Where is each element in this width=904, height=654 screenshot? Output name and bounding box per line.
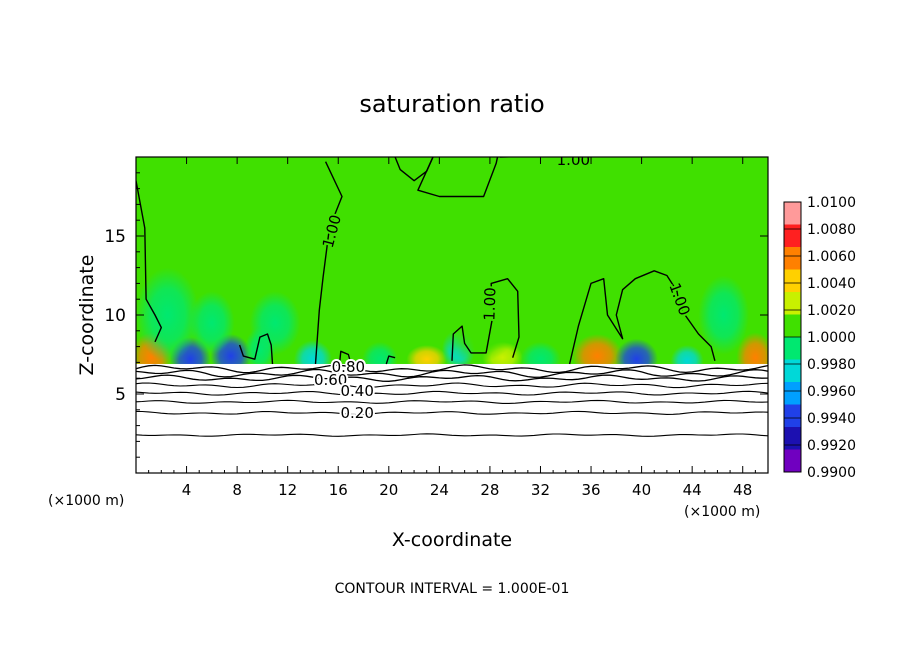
contour-lines-one [136,157,716,365]
x-tick-label: 32 [531,481,550,499]
colorbar-segment [784,449,801,473]
plot-area: 1.001.001.00 1.000.800.600.400.20 [136,151,768,473]
lower-layer-region [136,363,768,473]
colorbar-label: 1.0080 [807,222,856,238]
contour-line [451,278,520,361]
contour-line [338,350,352,365]
y-axis-label: Z-coordinate [76,255,98,376]
colorbar-segment [784,224,801,248]
heatmap-cell [189,291,235,355]
x-tick-label: 16 [329,481,348,499]
colorbar-label: 0.9980 [807,357,856,373]
x-axis: 4 8 12 16 20 24 28 32 36 40 44 48 [148,157,756,499]
colorbar-segment [784,337,801,360]
x-tick-label: 36 [581,481,600,499]
colorbar-label: 0.9920 [807,438,856,454]
colorbar-label: 0.9900 [807,465,856,481]
x-tick-label: 28 [480,481,499,499]
x-tick-label: 8 [232,481,242,499]
x-tick-label: 24 [430,481,449,499]
colorbar: 1.0100 1.0080 1.0060 1.0040 1.0020 1.0000 0.99… [783,195,856,481]
x-axis-units-right: (×1000 m) [684,504,760,520]
contour-line [136,374,768,382]
contour-label: 0.60 [314,371,347,389]
colorbar-label: 1.0100 [807,195,856,211]
chart-title: saturation ratio [359,90,544,118]
colorbar-segment [784,427,801,450]
x-tick-label: 12 [278,481,297,499]
x-tick-label: 44 [683,481,702,499]
colorbar-segment [784,202,801,225]
x-axis-units-left: (×1000 m) [48,493,124,509]
colorbar-segment [784,247,801,270]
contour-line [568,270,716,365]
y-tick-label: 10 [104,306,126,326]
contour-line [136,410,768,416]
colorbar-segment [784,359,801,383]
colorbar-segment [784,269,801,293]
colorbar-label: 1.0000 [807,330,856,346]
contour-line [136,180,162,343]
contour-line [136,364,768,374]
contour-line [136,399,768,404]
contour-label: 0.40 [340,382,373,400]
colorbar-segment [784,404,801,428]
colorbar-segment [784,382,801,405]
x-tick-label: 4 [182,481,192,499]
colorbar-segment [784,292,801,315]
colorbar-label: 1.0020 [807,303,856,319]
heatmap-cell [136,267,200,363]
heatmap-cell [439,299,516,363]
x-tick-label: 20 [379,481,398,499]
contour-line [314,161,343,365]
heatmap-cell [698,275,750,355]
contour-interval-note: CONTOUR INTERVAL = 1.000E-01 [335,581,570,597]
y-tick-label: 15 [104,227,126,247]
contour-line [417,157,499,198]
contour-lines-lower [136,364,768,437]
x-axis-label: X-coordinate [392,529,512,551]
y-tick-label: 5 [115,385,126,405]
contour-line [136,390,768,396]
contour-line [385,355,396,365]
contour-line [136,368,768,378]
contour-label: 1.00 [557,151,590,169]
colorbar-label: 0.9960 [807,384,856,400]
contour-label: 0.80 [332,358,365,376]
contour-label: 1.00 [480,287,499,321]
contour-line [238,333,274,365]
colorbar-label: 1.0060 [807,249,856,265]
contour-label: 0.20 [340,404,373,422]
heatmap-cell [249,291,301,355]
colorbar-label: 1.0040 [807,276,856,292]
x-tick-label: 40 [632,481,651,499]
x-tick-label: 48 [733,481,752,499]
colorbar-segment [784,314,801,338]
contour-line [136,382,768,389]
contour-line [136,433,768,437]
y-axis: 5 10 15 [104,172,768,458]
colorbar-label: 0.9940 [807,411,856,427]
